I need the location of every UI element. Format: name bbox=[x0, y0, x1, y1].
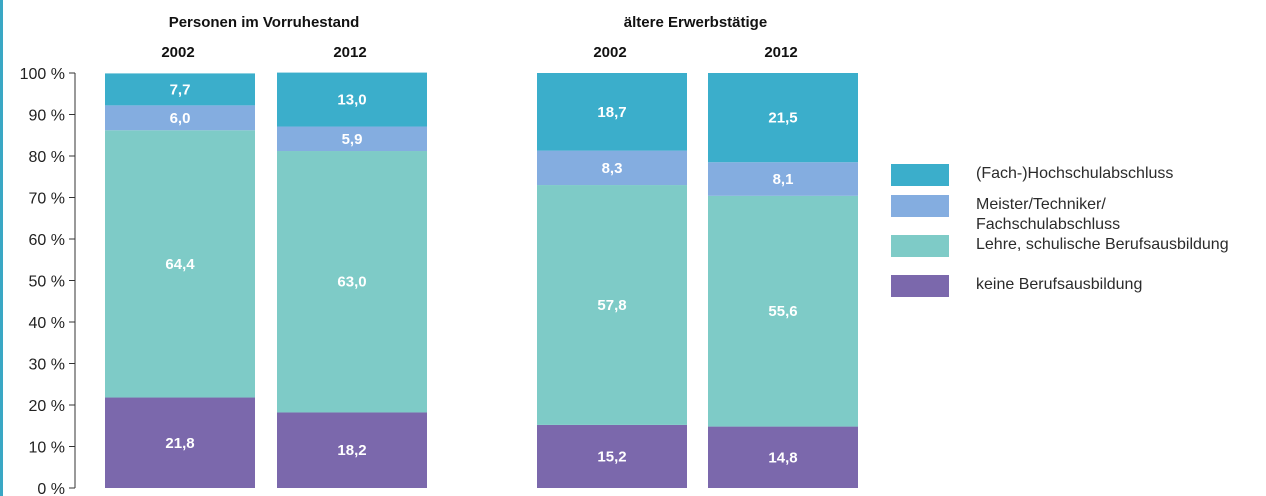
group-title: ältere Erwerbstätige bbox=[624, 14, 767, 31]
legend-swatch bbox=[891, 195, 949, 217]
legend-swatch bbox=[891, 164, 949, 186]
bar-segment bbox=[537, 150, 687, 186]
data-label: 18,7 bbox=[597, 104, 626, 121]
legend-label: Lehre, schulische Berufsausbildung bbox=[976, 236, 1229, 253]
y-tick-label: 100 % bbox=[20, 66, 65, 83]
data-label: 18,2 bbox=[337, 442, 366, 459]
data-label: 55,6 bbox=[768, 303, 797, 320]
data-label: 21,5 bbox=[768, 110, 797, 127]
legend-item: keine Berufsausbildung bbox=[891, 275, 1266, 297]
bar-segment bbox=[537, 185, 687, 425]
legend-swatch bbox=[891, 235, 949, 257]
group-title: Personen im Vorruhestand bbox=[169, 14, 360, 31]
y-tick-label: 20 % bbox=[29, 398, 65, 415]
category-label: 2002 bbox=[593, 44, 626, 61]
bar-segment bbox=[277, 126, 427, 152]
bar-segment bbox=[708, 162, 858, 196]
legend-label: (Fach-)Hochschulabschluss bbox=[976, 165, 1174, 182]
category-label: 2002 bbox=[161, 44, 194, 61]
bar-segment bbox=[708, 195, 858, 427]
data-label: 14,8 bbox=[768, 449, 797, 466]
y-tick-label: 50 % bbox=[29, 274, 65, 291]
bar-segment bbox=[105, 105, 255, 131]
y-tick-label: 70 % bbox=[29, 191, 65, 208]
data-label: 13,0 bbox=[337, 92, 366, 109]
bar-segment bbox=[708, 426, 858, 488]
bar-segment bbox=[537, 73, 687, 151]
bar-segment bbox=[537, 424, 687, 488]
data-label: 5,9 bbox=[342, 131, 363, 148]
legend-swatch bbox=[891, 275, 949, 297]
bar-segment bbox=[105, 130, 255, 398]
category-label: 2012 bbox=[333, 44, 366, 61]
legend-label: Meister/Techniker/ Fachschulabschluss bbox=[976, 196, 1121, 233]
data-label: 15,2 bbox=[597, 448, 626, 465]
y-tick-label: 60 % bbox=[29, 232, 65, 249]
bar-segment bbox=[105, 73, 255, 106]
data-label: 63,0 bbox=[337, 274, 366, 291]
y-tick-label: 80 % bbox=[29, 149, 65, 166]
y-tick-label: 40 % bbox=[29, 315, 65, 332]
legend-item: Meister/Techniker/ Fachschulabschluss bbox=[891, 195, 1266, 235]
legend-item: Lehre, schulische Berufsausbildung bbox=[891, 235, 1266, 257]
data-label: 57,8 bbox=[597, 297, 626, 314]
y-tick-label: 0 % bbox=[37, 481, 65, 496]
data-label: 7,7 bbox=[170, 81, 191, 98]
bar-segment bbox=[277, 151, 427, 413]
data-label: 6,0 bbox=[170, 110, 191, 127]
legend-label: keine Berufsausbildung bbox=[976, 276, 1143, 293]
data-label: 21,8 bbox=[165, 435, 194, 452]
category-label: 2012 bbox=[764, 44, 797, 61]
y-tick-label: 10 % bbox=[29, 440, 65, 457]
legend-item: (Fach-)Hochschulabschluss bbox=[891, 164, 1266, 186]
y-tick-label: 90 % bbox=[29, 108, 65, 125]
y-tick-label: 30 % bbox=[29, 357, 65, 374]
bar-segment bbox=[708, 73, 858, 163]
data-label: 64,4 bbox=[165, 256, 195, 273]
bar-segment bbox=[277, 412, 427, 488]
data-label: 8,1 bbox=[773, 171, 794, 188]
bar-segment bbox=[105, 397, 255, 488]
data-label: 8,3 bbox=[602, 160, 623, 177]
bar-segment bbox=[277, 72, 427, 127]
stacked-bar-chart: 0 % 10 % 20 % 30 % 40 % 50 % 60 % 70 % 80 % 90 % 1… bbox=[20, 14, 858, 496]
